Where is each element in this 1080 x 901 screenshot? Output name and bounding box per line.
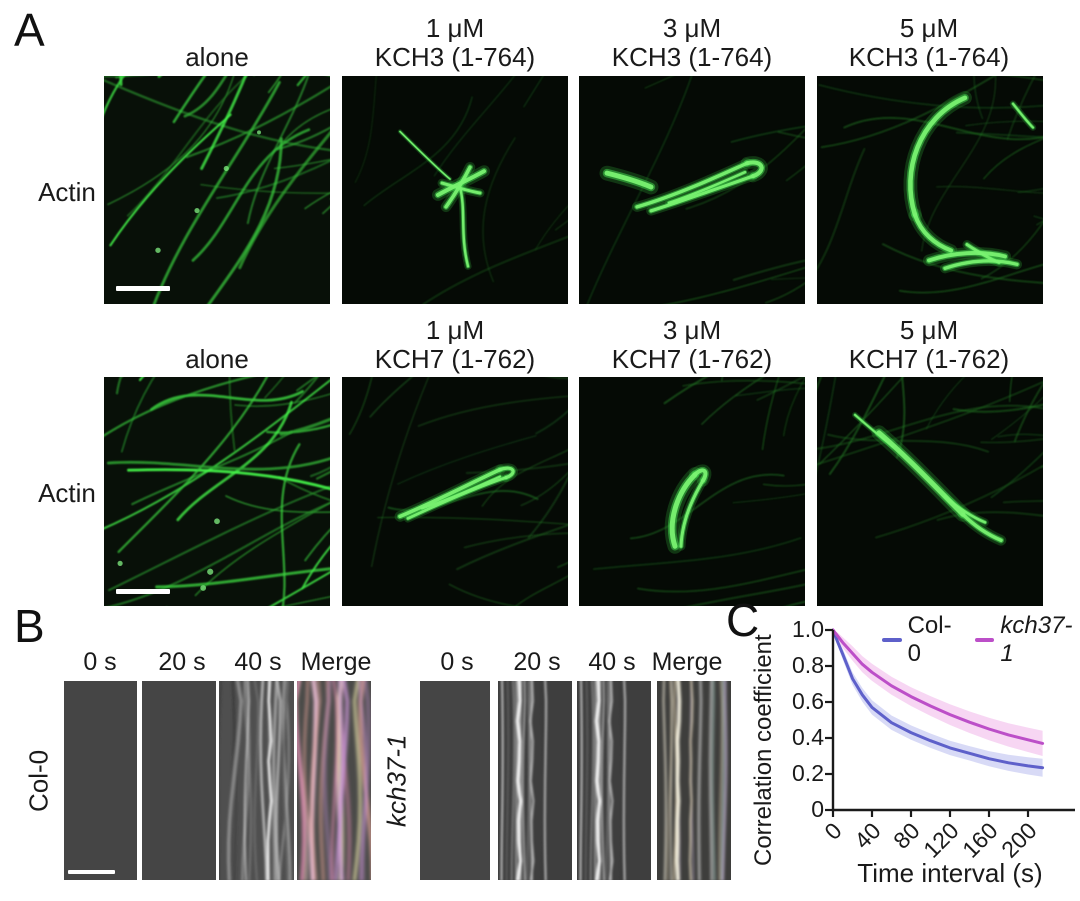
y-tick-label: 0.4 [792,724,824,750]
legend-label-kch37-1: kch37-1 [1000,612,1073,667]
column-header: 1 μM KCH3 (1-764) [342,14,568,72]
header-line2: KCH3 (1-764) [611,42,773,72]
kymograph-col0-20s [142,681,216,880]
legend-line-kch37-1 [974,638,995,642]
header-line2: KCH3 (1-764) [374,42,536,72]
scale-bar [116,286,170,291]
row-label-actin: Actin [38,478,96,508]
time-header: 0 s [440,648,474,676]
header-line2: alone [185,344,249,374]
column-header: alone [104,14,330,72]
header-line1: 1 μM [425,13,485,43]
micrograph-actin-kch7-1um [342,377,568,606]
row-label-actin: Actin [38,177,96,207]
y-tick-label: 1.0 [792,616,824,642]
x-axis-label: Time interval (s) [857,858,1043,888]
panel-c-label: C [726,594,760,646]
header-line2: alone [185,42,249,72]
time-header: 0 s [83,648,117,676]
header-line1: 3 μM [662,13,722,43]
column-header: 3 μM KCH3 (1-764) [579,14,805,72]
time-header: Merge [651,648,723,676]
time-header: 40 s [588,648,636,676]
y-tick-label: 0.8 [792,652,824,678]
kymograph-col0-merge [297,681,371,880]
y-tick-label: 0.6 [792,688,824,714]
column-header: alone [104,316,330,374]
panel-b-label: B [14,600,45,652]
kymograph-kch37-merge [657,681,731,880]
micrograph-actin-kch3-1um [342,76,568,304]
header-line1: 3 μM [662,315,722,345]
column-header: 5 μM KCH7 (1-762) [816,316,1042,374]
kymograph-kch37-0s [420,681,490,880]
row-label-kch37-1: kch37-1 [381,734,412,827]
time-header: Merge [300,648,372,676]
micrograph-actin-kch7-3um [579,377,805,606]
legend-line-col0 [882,638,902,642]
micrograph-actin-kch3-3um [579,76,805,304]
confidence-band [833,630,1043,756]
kymograph-kch37-40s [577,681,651,880]
column-header: 3 μM KCH7 (1-762) [579,316,805,374]
time-header: 20 s [158,648,206,676]
scale-bar [68,870,115,874]
legend-label-col0: Col-0 [907,612,952,667]
micrograph-actin-kch7-5um [817,377,1043,606]
y-tick-label: 0.2 [792,760,824,786]
chart-legend: Col-0 kch37-1 [882,612,1080,668]
header-line1: 5 μM [899,13,959,43]
series-line [831,628,1045,770]
row-label-col0: Col-0 [23,749,54,812]
series-line [831,628,1045,745]
correlation-chart [825,628,1075,817]
header-line1: 5 μM [899,315,959,345]
header-line1: 1 μM [425,315,485,345]
kymograph-col0-0s [64,681,137,880]
time-header: 40 s [234,648,282,676]
header-line2: KCH7 (1-762) [611,344,773,374]
header-line2: KCH3 (1-764) [848,42,1010,72]
header-line2: KCH7 (1-762) [374,344,536,374]
panel-a-label: A [14,4,45,56]
scale-bar [116,589,170,594]
confidence-band [833,630,1043,777]
column-header: 1 μM KCH7 (1-762) [342,316,568,374]
kymograph-kch37-20s [498,681,572,880]
kymograph-col0-40s [219,681,294,880]
micrograph-actin-alone [104,377,330,606]
micrograph-actin-alone [104,76,330,304]
time-header: 20 s [513,648,561,676]
y-axis-label: Correlation coefficient [750,634,777,866]
y-tick-label: 0 [811,796,824,822]
column-header: 5 μM KCH3 (1-764) [816,14,1042,72]
micrograph-actin-kch3-5um [817,76,1043,304]
header-line2: KCH7 (1-762) [848,344,1010,374]
